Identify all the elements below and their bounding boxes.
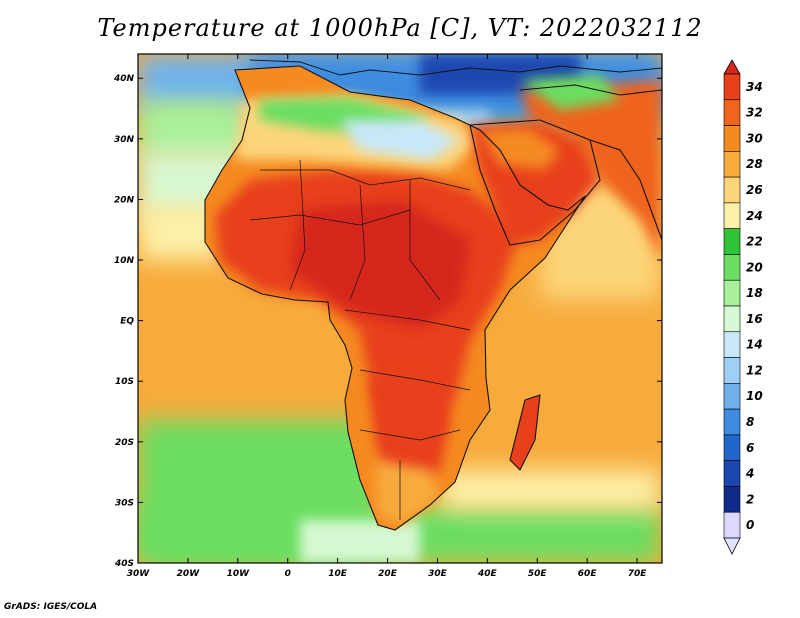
- colorbar-label: 2: [746, 492, 754, 506]
- colorbar-swatch: [723, 511, 741, 539]
- colorbar-label: 24: [746, 209, 763, 223]
- colorbar-label: 22: [746, 235, 763, 249]
- colorbar-swatch: [723, 305, 741, 333]
- lon-tick-label: 50E: [528, 569, 548, 579]
- colorbar-label: 30: [746, 131, 763, 145]
- lon-tick-label: 0: [285, 569, 291, 579]
- colorbar-swatch: [723, 383, 741, 410]
- lon-tick-label: 10E: [328, 569, 348, 579]
- lat-tick-label: 30N: [114, 135, 135, 145]
- colorbar-swatch: [723, 434, 741, 461]
- colorbar-label: 14: [746, 338, 763, 352]
- colorbar-swatch: [723, 486, 741, 513]
- lat-tick-label: EQ: [120, 317, 134, 327]
- lat-tick-label: 20S: [115, 438, 134, 448]
- lon-tick-label: 20W: [177, 569, 201, 579]
- colorbar-bottom-arrow: [723, 537, 741, 555]
- map-frame: [137, 53, 663, 564]
- lon-tick-label: 70E: [628, 569, 648, 579]
- lat-tick-label: 40N: [113, 74, 135, 84]
- lon-tick-label: 10W: [227, 569, 251, 579]
- lat-tick-label: 10S: [115, 377, 134, 387]
- lat-tick-label: 30S: [115, 498, 134, 508]
- axis-ticks: [137, 54, 662, 564]
- colorbar-label: 16: [746, 312, 763, 326]
- credit-text: GrADS: IGES/COLA: [4, 602, 98, 612]
- colorbar-swatch: [723, 357, 741, 384]
- colorbar-label: 18: [746, 286, 763, 300]
- colorbar-label: 8: [746, 415, 754, 429]
- colorbar-label: 10: [746, 389, 763, 403]
- latitude-labels: 40N 30N 20N 10N EQ 10S 20S 30S 40S: [113, 74, 135, 569]
- colorbar-swatch: [723, 331, 741, 358]
- lat-tick-label: 40S: [114, 559, 134, 569]
- map-title: Temperature at 1000hPa [C], VT: 20220321…: [97, 14, 703, 42]
- colorbar-label: 0: [746, 518, 754, 532]
- colorbar-swatch: [723, 279, 741, 307]
- lon-tick-label: 40E: [477, 569, 498, 579]
- colorbar-swatch: [723, 254, 741, 281]
- colorbar-label: 12: [746, 363, 763, 377]
- coastline-and-borders: [204, 59, 662, 531]
- colorbar-label: 32: [746, 106, 763, 120]
- colorbar-label: 34: [746, 80, 763, 94]
- lon-tick-label: 20E: [378, 569, 398, 579]
- colorbar-swatch: [723, 73, 741, 101]
- colorbar-swatch: [723, 228, 741, 255]
- colorbar-swatch: [723, 408, 741, 436]
- colorbar-swatch: [723, 151, 741, 178]
- lat-tick-label: 20N: [114, 195, 135, 205]
- colorbar-swatch: [723, 176, 741, 204]
- colorbar-swatch: [723, 99, 741, 126]
- lon-tick-label: 30W: [127, 569, 151, 579]
- colorbar-label: 20: [746, 260, 763, 274]
- lat-tick-label: 10N: [114, 256, 135, 266]
- colorbar-label: 6: [746, 441, 754, 455]
- colorbar-label: 26: [746, 183, 763, 197]
- lon-tick-label: 30E: [428, 569, 448, 579]
- temperature-field: [138, 54, 662, 563]
- colorbar-label: 28: [746, 157, 763, 171]
- colorbar-swatch: [723, 202, 741, 229]
- colorbar-swatch: [723, 125, 741, 152]
- longitude-labels: 30W 20W 10W 0 10E 20E 30E 40E 50E 60E 70E: [127, 569, 647, 579]
- colorbar-top-arrow: [723, 59, 741, 75]
- colorbar-swatch: [723, 460, 741, 487]
- colorbar-label: 4: [745, 467, 754, 481]
- lon-tick-label: 60E: [578, 569, 598, 579]
